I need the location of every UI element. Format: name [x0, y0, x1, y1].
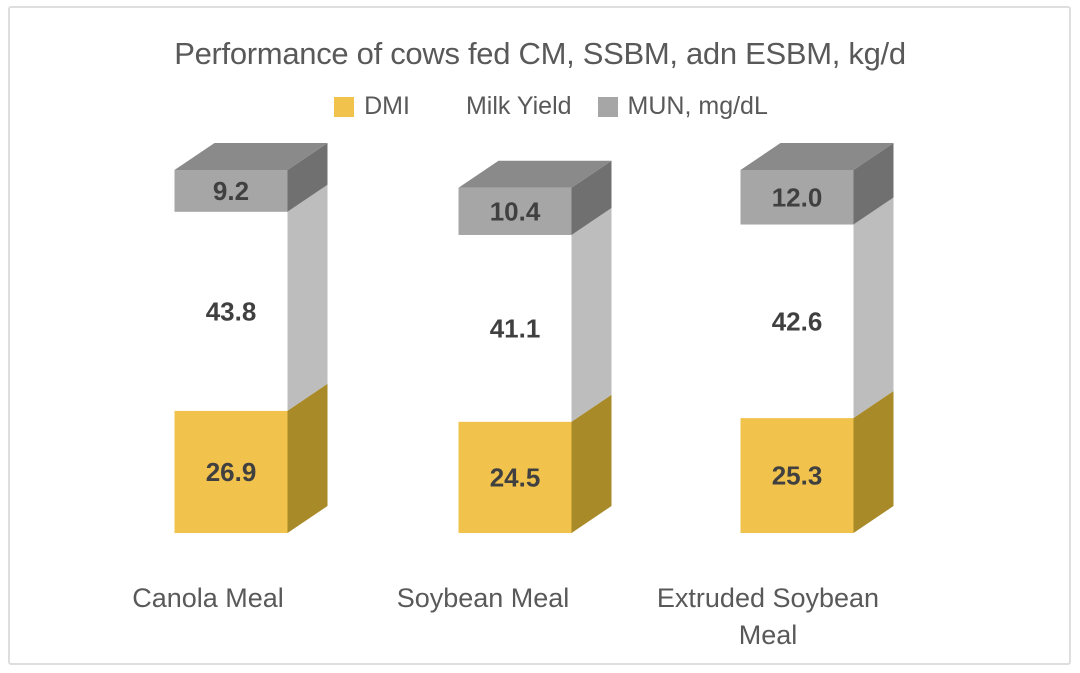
bar-1-segment-2-front-face [458, 187, 572, 235]
bar-2-segment-2-top-face [740, 143, 894, 171]
data-label: 42.6 [772, 306, 823, 336]
data-label: 9.2 [213, 176, 249, 206]
bar-0-segment-1-front-face [174, 211, 288, 411]
data-label: 41.1 [490, 313, 541, 343]
data-label: 12.0 [772, 182, 823, 212]
bar-1-segment-0-side-face [571, 394, 612, 533]
legend-swatch-milk-yield-icon [435, 96, 456, 117]
bar-0-segment-0-front-face [174, 410, 288, 533]
data-label: 25.3 [772, 461, 823, 491]
bar-2-segment-0-side-face [853, 391, 894, 533]
legend-item-dmi: DMI [334, 92, 410, 121]
bar-0-segment-1-side-face [287, 184, 328, 411]
bar-1-segment-0-front-face [458, 421, 572, 533]
data-label: 24.5 [490, 462, 541, 492]
data-label: 43.8 [206, 296, 257, 326]
legend: DMI Milk Yield MUN, mg/dL [0, 92, 1080, 121]
category-label: Extruded Soybean [657, 583, 879, 613]
bar-1-segment-2-side-face [571, 160, 612, 235]
bar-0-segment-2-side-face [287, 143, 328, 212]
category-label: Soybean Meal [397, 583, 570, 613]
data-label: 26.9 [206, 457, 257, 487]
legend-swatch-dmi-icon [334, 96, 355, 117]
bar-1-segment-1-front-face [458, 234, 572, 422]
legend-item-mun: MUN, mg/dL [597, 92, 768, 121]
legend-label-dmi: DMI [364, 92, 410, 120]
bar-0-segment-2-front-face [174, 170, 288, 212]
legend-swatch-mun-icon [597, 96, 618, 117]
legend-item-milk-yield: Milk Yield [435, 92, 572, 121]
bar-2-segment-0-front-face [740, 418, 854, 533]
bar-0-segment-2-top-face [174, 143, 328, 171]
bar-2-segment-2-side-face [853, 143, 894, 225]
bar-1-segment-2-top-face [458, 160, 612, 188]
bar-0-segment-0-side-face [287, 383, 328, 533]
legend-label-mun: MUN, mg/dL [627, 92, 768, 120]
bar-2-segment-1-front-face [740, 224, 854, 419]
bar-2-segment-1-side-face [853, 197, 894, 419]
legend-label-milk-yield: Milk Yield [465, 92, 572, 120]
data-label: 10.4 [490, 196, 541, 226]
category-label: Meal [739, 620, 798, 650]
bar-1-segment-1-side-face [571, 207, 612, 422]
chart-title: Performance of cows fed CM, SSBM, adn ES… [174, 36, 906, 71]
category-label: Canola Meal [132, 583, 284, 613]
bar-2-segment-2-front-face [740, 170, 854, 225]
